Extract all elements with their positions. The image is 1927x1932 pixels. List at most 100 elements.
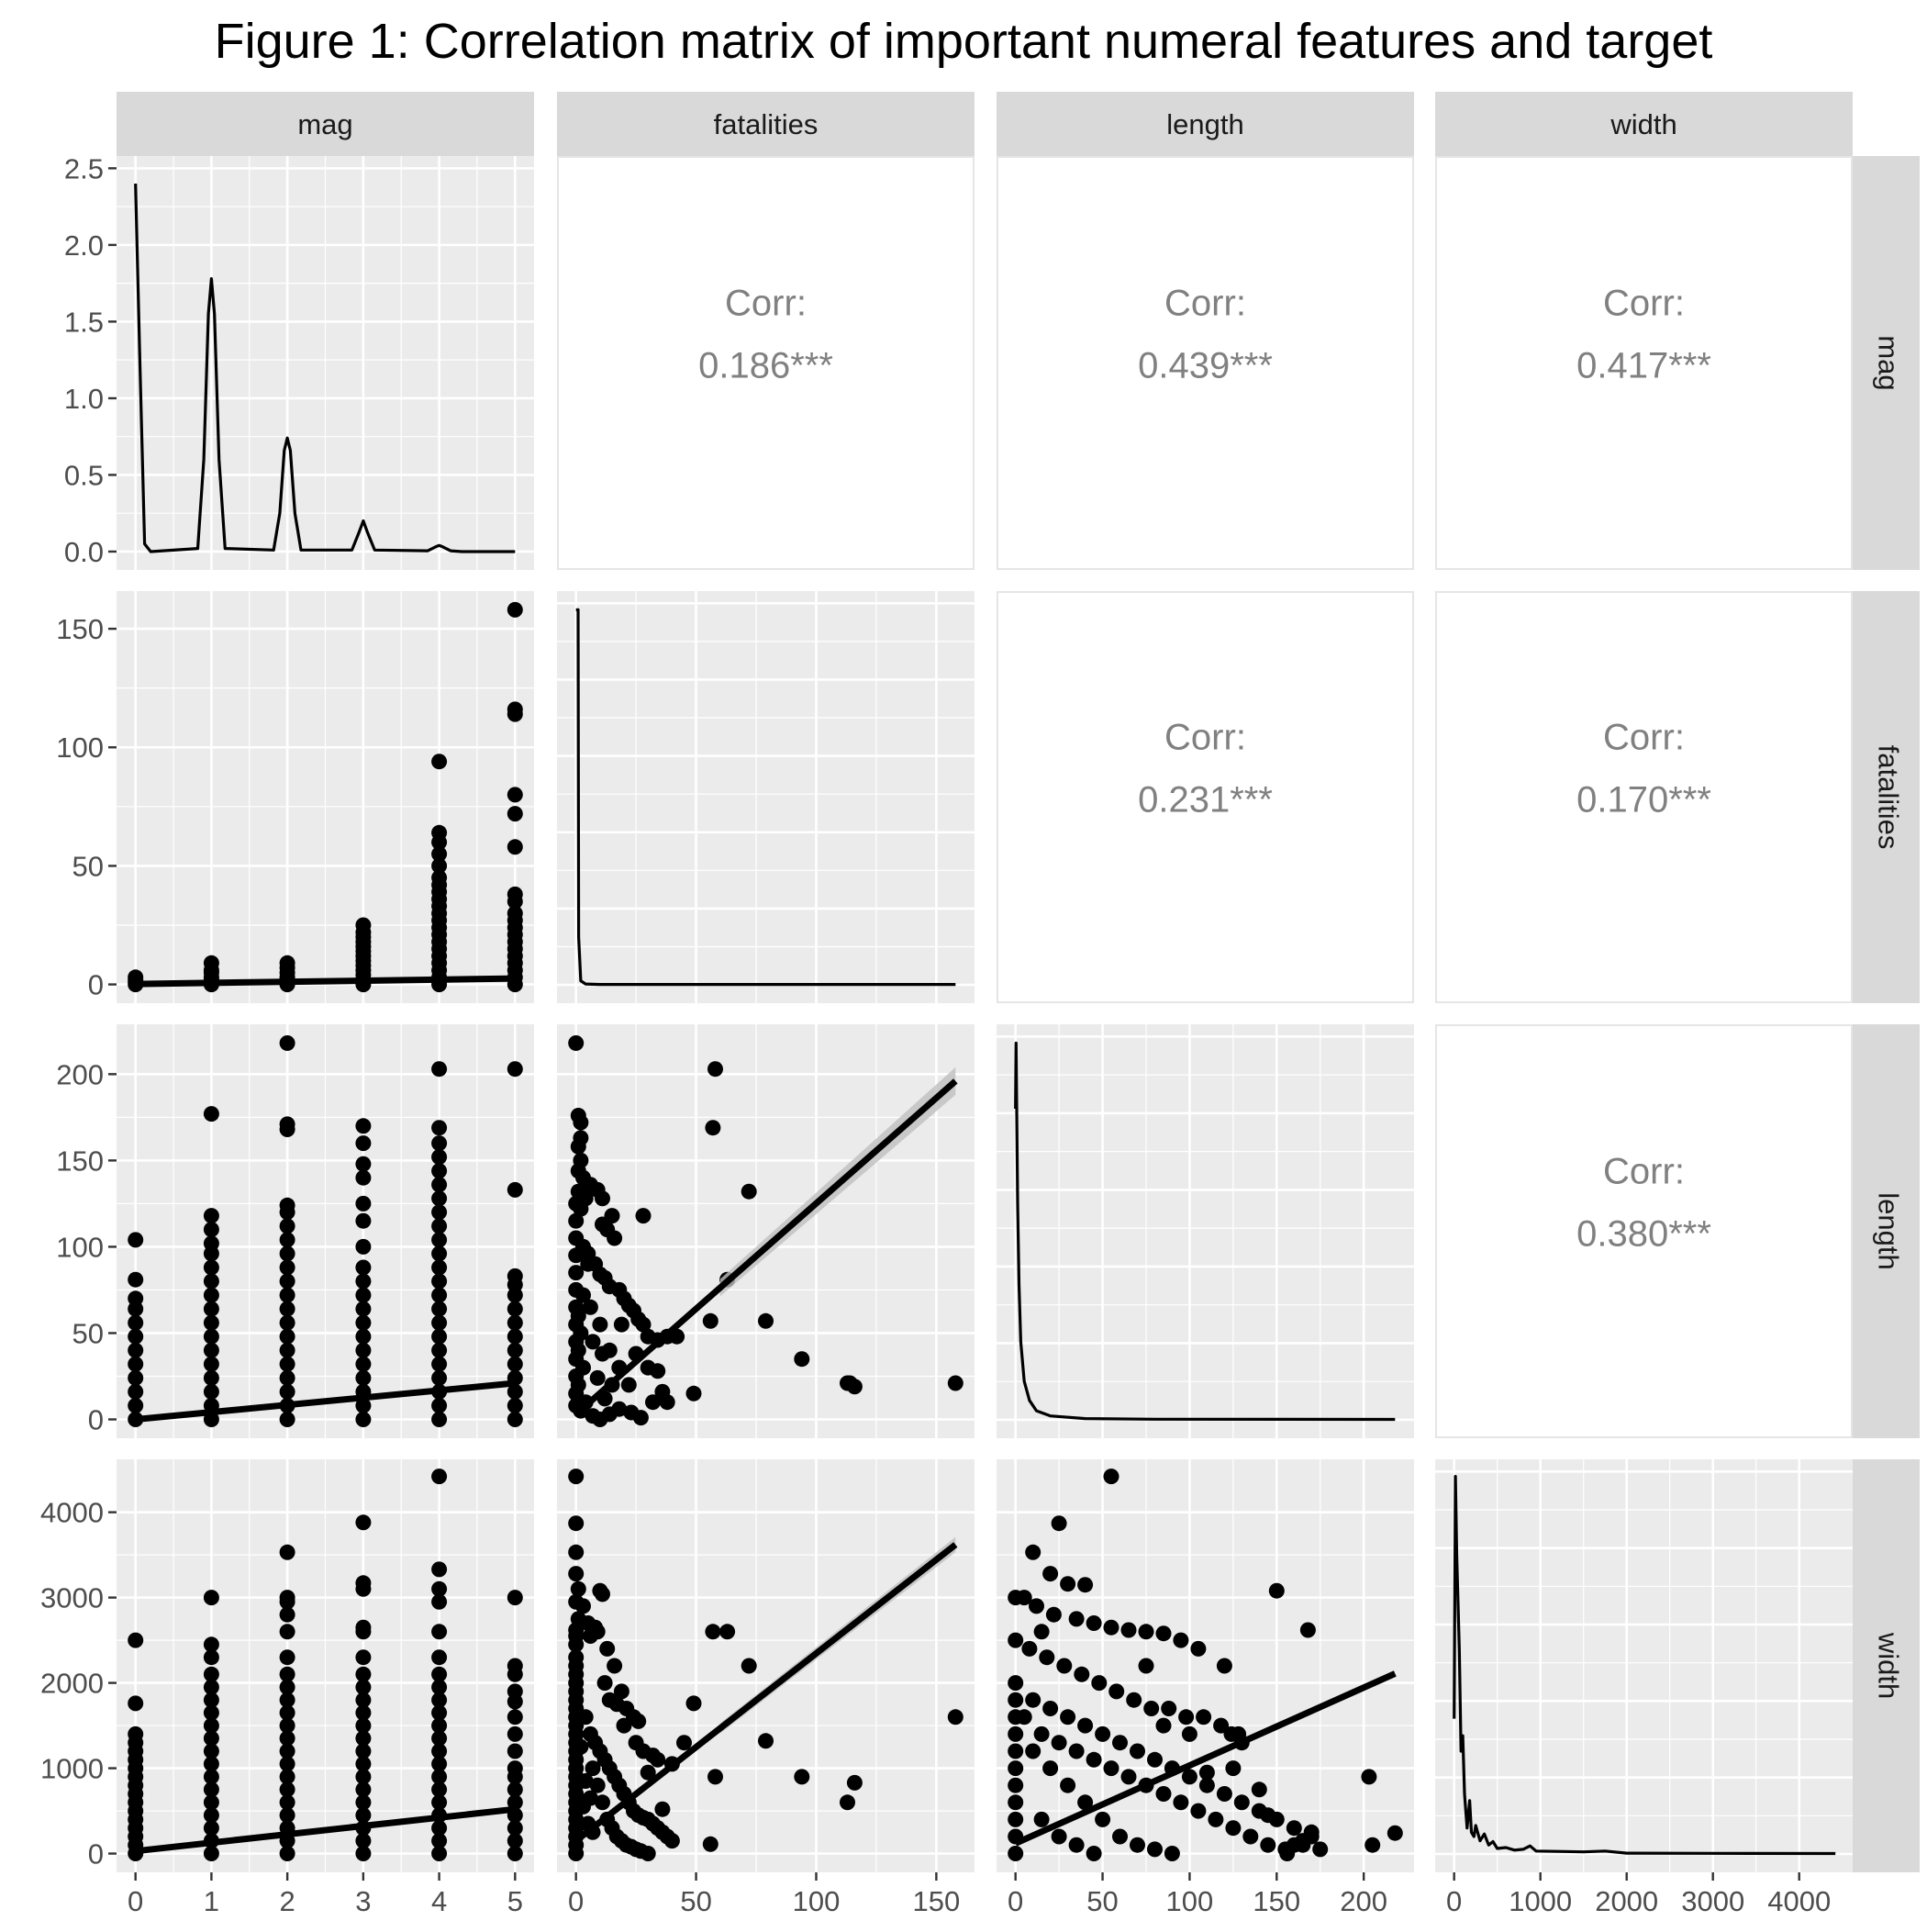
point-width-fatalities [617,1718,632,1734]
y-tick-label-mag: 0.5 [64,459,104,491]
point-length-mag [280,1288,295,1303]
point-width-length [1008,1760,1023,1776]
point-length-mag [507,1268,523,1284]
point-width-mag [431,1561,447,1577]
y-tick-label-width: 3000 [40,1582,104,1614]
point-length-mag [128,1272,143,1288]
point-length-mag [128,1315,143,1331]
point-length-mag [204,1106,219,1122]
x-tick-label-width: 0 [1446,1885,1462,1917]
point-length-fatalities [568,1231,584,1246]
point-length-mag [507,1343,523,1358]
point-width-length [1196,1709,1211,1725]
point-width-fatalities [640,1846,656,1861]
point-width-mag [280,1545,295,1560]
y-tick-label-length: 0 [88,1404,104,1436]
point-width-fatalities [578,1773,594,1789]
point-length-fatalities [660,1394,675,1410]
point-width-mag [507,1709,523,1725]
point-width-length [1046,1607,1062,1623]
point-width-length [1086,1752,1102,1768]
point-width-length [1225,1820,1241,1836]
point-width-fatalities [575,1598,591,1614]
point-length-mag [355,1156,371,1172]
point-length-mag [431,1260,447,1276]
x-tick-label-mag: 5 [507,1885,523,1917]
point-width-length [1021,1641,1037,1657]
point-fatalities-mag [431,754,447,769]
point-length-mag [355,1343,371,1358]
point-width-fatalities [607,1658,622,1674]
point-length-mag [431,1135,447,1151]
point-width-length [1173,1633,1188,1648]
x-tick-label-fatalities: 50 [680,1885,711,1917]
point-width-mag [431,1469,447,1484]
point-length-mag [280,1412,295,1427]
x-tick-label-width: 4000 [1767,1885,1831,1917]
point-length-mag [280,1232,295,1247]
point-width-fatalities [847,1775,863,1791]
point-width-length [1304,1825,1320,1840]
x-tick-label-length: 50 [1086,1885,1118,1917]
point-length-fatalities [703,1313,718,1329]
point-width-fatalities [758,1733,774,1748]
point-length-mag [280,1218,295,1234]
point-width-length [1178,1709,1194,1725]
point-length-mag [355,1301,371,1317]
point-length-mag [204,1288,219,1303]
point-length-fatalities [595,1346,610,1362]
point-width-length [1217,1786,1232,1802]
point-width-length [1147,1841,1163,1857]
point-width-length [1008,1692,1023,1708]
point-width-length [1190,1641,1206,1657]
point-width-length [1034,1624,1050,1639]
y-tick-label-length: 100 [56,1231,104,1263]
point-width-length [1008,1744,1023,1759]
y-tick-label-fatalities: 100 [56,731,104,764]
point-length-mag [280,1357,295,1372]
point-width-fatalities [664,1833,680,1848]
point-length-mag [355,1170,371,1186]
point-length-mag [204,1343,219,1358]
point-width-length [1242,1829,1258,1845]
point-width-length [1217,1658,1232,1674]
point-fatalities-mag [507,806,523,821]
point-length-mag [431,1190,447,1206]
y-tick-label-width: 2000 [40,1668,104,1700]
point-width-mag [128,1633,143,1648]
point-length-mag [355,1370,371,1386]
point-width-length [1060,1576,1075,1591]
point-width-fatalities [573,1739,588,1755]
point-length-mag [431,1232,447,1247]
point-length-mag [355,1357,371,1372]
point-length-mag [507,1182,523,1198]
col-strip-label-width: width [1610,108,1676,140]
point-width-length [1208,1812,1223,1827]
point-width-length [1052,1829,1067,1845]
point-width-mag [128,1695,143,1711]
point-width-length [1161,1701,1176,1716]
point-length-mag [280,1260,295,1276]
point-width-length [1252,1781,1267,1797]
point-width-fatalities [741,1658,757,1674]
point-length-fatalities [636,1208,652,1223]
point-length-mag [128,1232,143,1247]
point-length-mag [431,1301,447,1317]
y-tick-label-mag: 2.5 [64,152,104,184]
point-width-length [1025,1744,1041,1759]
point-width-mag [280,1667,295,1682]
point-width-length [1147,1752,1163,1768]
point-length-mag [431,1274,447,1290]
point-length-mag [128,1290,143,1306]
point-length-mag [431,1412,447,1427]
point-length-mag [507,1315,523,1331]
point-width-fatalities [568,1545,584,1560]
y-tick-label-mag: 2.0 [64,229,104,262]
x-tick-label-width: 3000 [1681,1885,1744,1917]
point-fatalities-mag [431,825,447,841]
point-width-length [1086,1846,1102,1861]
corr-label-mag-width: Corr: [1603,284,1685,324]
point-width-mag [507,1683,523,1699]
point-width-mag [355,1667,371,1682]
point-length-mag [280,1370,295,1386]
